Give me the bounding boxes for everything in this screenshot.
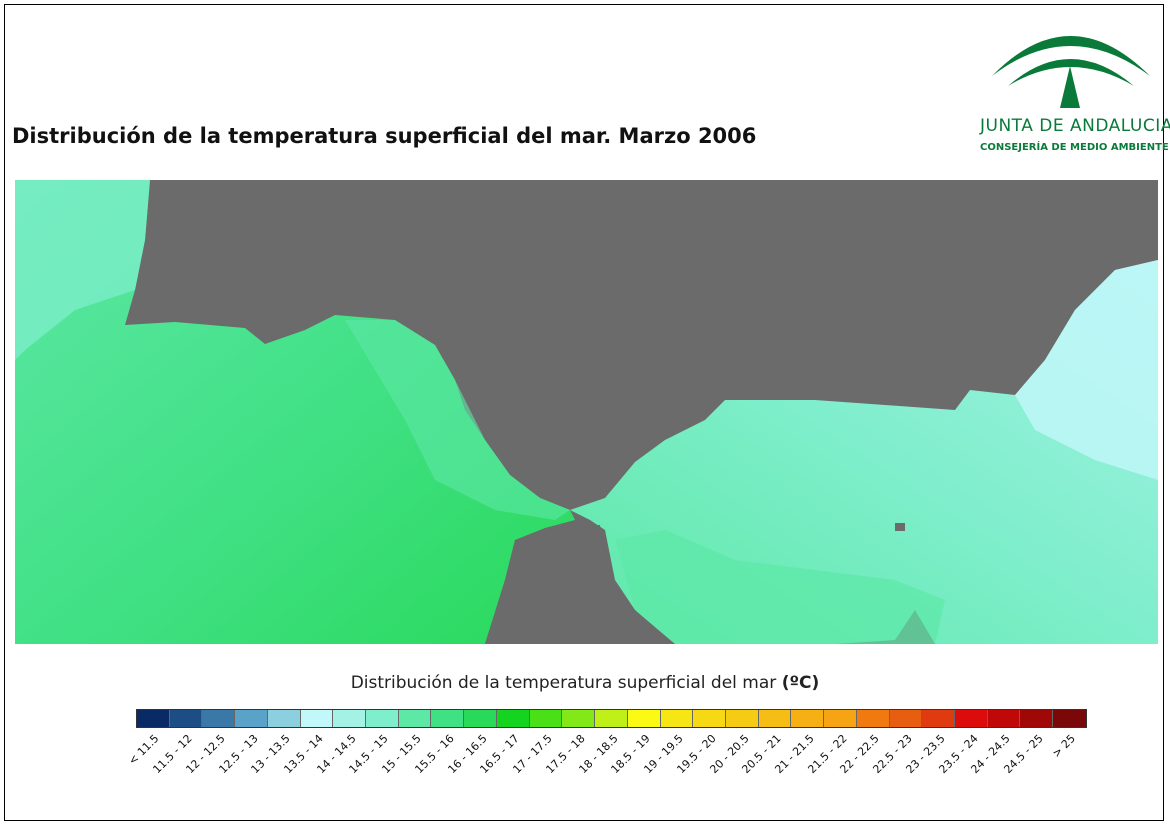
legend-title: Distribución de la temperatura superfici… [0,673,1170,693]
legend-swatch [235,710,268,727]
legend-swatch [137,710,170,727]
legend-swatch [660,710,694,727]
color-scale-bar [136,709,1087,728]
legend-swatch [595,710,628,727]
logo-subtitle: CONSEJERÍA DE MEDIO AMBIENTE [980,142,1169,153]
junta-de-andalucia-logo: JUNTA DE ANDALUCIA CONSEJERÍA DE MEDIO A… [980,14,1170,164]
legend-swatch [725,710,759,727]
legend-swatch [627,710,661,727]
legend-swatch [398,710,432,727]
legend-title-text: Distribución de la temperatura superfici… [350,673,777,693]
legend-swatch [758,710,792,727]
legend-swatch [431,710,465,727]
legend-swatch [562,710,596,727]
legend-swatch [300,710,334,727]
atlantic-sea [15,180,575,644]
alboran-warm-patch [615,530,945,644]
legend-swatch [954,710,988,727]
legend-swatch [693,710,726,727]
logo-name: JUNTA DE ANDALUCIA [980,116,1170,136]
legend-swatch [366,710,399,727]
islet [895,523,905,531]
figure-frame [4,4,1164,821]
atlantic-cool-band [15,180,150,360]
legend-unit: (ºC) [781,673,820,693]
color-scale-labels: < 11.5 11.5 - 12 12 - 12.5 12.5 - 13 13 - 13… [126,732,1086,792]
sea-temperature-map [15,180,1158,644]
legend-swatch [267,710,301,727]
legend-swatch [1053,710,1086,727]
legend-swatch [889,710,923,727]
legend-swatch [1020,710,1054,727]
atlantic-coastal-band [345,320,570,520]
legend-swatch [856,710,890,727]
legend-swatch [529,710,563,727]
legend-swatch [333,710,367,727]
legend-swatch [987,710,1021,727]
legend-swatch [824,710,857,727]
legend-swatch [922,710,955,727]
east-cool-patch [1015,260,1158,480]
page-title: Distribución de la temperatura superfici… [12,124,757,148]
logo-emblem-icon [992,36,1150,108]
legend-swatch [791,710,825,727]
mediterranean-sea [570,260,1158,644]
legend-swatch [496,710,530,727]
legend-swatch [464,710,497,727]
legend-label: > 25 [1049,732,1078,761]
african-coast-land [485,525,675,644]
legend-swatch [202,710,236,727]
legend-swatch [169,710,203,727]
